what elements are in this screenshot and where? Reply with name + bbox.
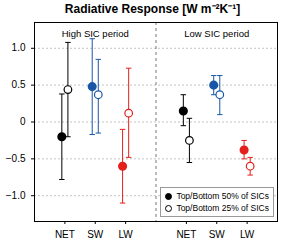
- svg-text:NET: NET: [55, 229, 75, 240]
- svg-text:SW: SW: [209, 229, 226, 240]
- svg-text:0: 0: [20, 116, 26, 127]
- svg-text:−1.0: −1.0: [6, 190, 26, 201]
- svg-text:LW: LW: [118, 229, 133, 240]
- svg-text:0.5: 0.5: [12, 79, 26, 90]
- html-text:Top/Bottom 50% of SICs: Top/Bottom 50% of SICs: [176, 191, 269, 201]
- svg-text:High SIC period: High SIC period: [62, 28, 129, 39]
- svg-text:SW: SW: [87, 229, 104, 240]
- svg-text:NET: NET: [176, 229, 196, 240]
- html-text:Top/Bottom 25% of SICs: Top/Bottom 25% of SICs: [176, 203, 269, 213]
- svg-text:−0.5: −0.5: [6, 153, 26, 164]
- svg-text:Low SIC period: Low SIC period: [184, 28, 249, 39]
- svg-text:1.0: 1.0: [12, 42, 26, 53]
- svg-text:LW: LW: [240, 229, 255, 240]
- html-text:Radiative Response [W m⁻²K⁻¹]: Radiative Response [W m⁻²K⁻¹]: [64, 2, 241, 16]
